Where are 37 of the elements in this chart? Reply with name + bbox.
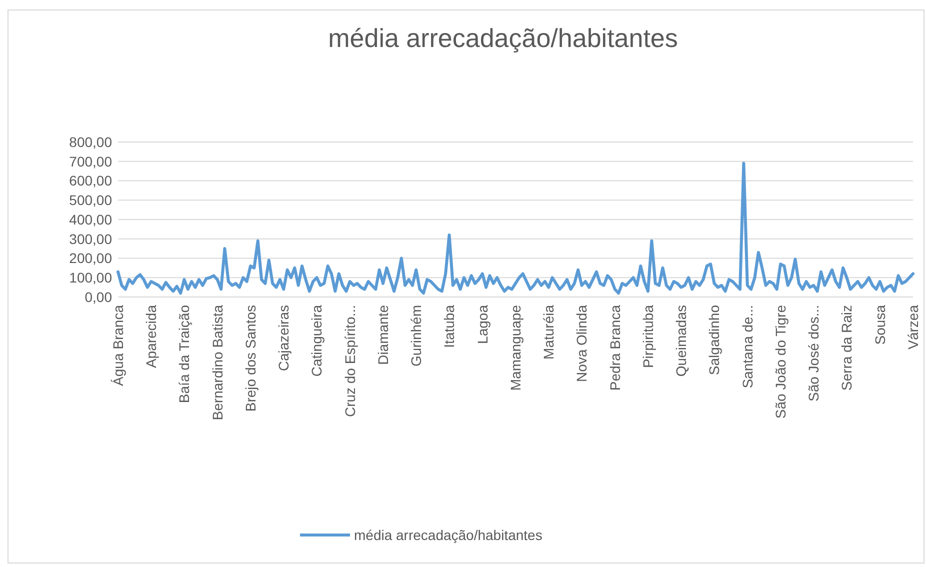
x-tick-label: Pedra Branca — [606, 304, 623, 391]
x-tick-label: Salgadinho — [706, 304, 722, 376]
x-tick-label: Diamante — [374, 304, 391, 365]
x-tick-label: Cruz do Espírito... — [342, 305, 358, 418]
y-tick-label: 0,00 — [84, 288, 112, 305]
y-tick-label: 500,00 — [69, 192, 112, 208]
x-tick-label: Serra da Raiz — [838, 305, 855, 391]
x-tick-label: Gurinhém — [408, 305, 424, 366]
y-tick-label: 600,00 — [69, 172, 112, 189]
x-tick-label: Catingueira — [308, 304, 325, 377]
y-tick-label: 700,00 — [69, 153, 112, 170]
x-tick-label: Nova Olinda — [574, 304, 590, 382]
y-tick-label: 200,00 — [69, 250, 112, 266]
x-tick-label: Lagoa — [474, 304, 490, 344]
y-tick-label: 300,00 — [69, 230, 112, 247]
x-tick-label: Mamanguape — [507, 304, 524, 391]
x-tick-label: Aparecida — [143, 304, 160, 368]
x-tick-label: Itatuba — [441, 304, 458, 348]
x-tick-label: Queimadas — [673, 305, 690, 377]
x-tick-label: São José dos... — [806, 305, 822, 402]
x-tick-label: Bernardino Batista — [209, 304, 226, 420]
legend-label: média arrecadação/habitantes — [354, 526, 542, 543]
line-series — [116, 162, 914, 295]
y-tick-label: 100,00 — [69, 270, 112, 286]
y-tick-label: 400,00 — [69, 211, 112, 228]
x-tick-label: Sousa — [872, 304, 888, 345]
y-tick-label: 800,00 — [69, 134, 112, 150]
x-tick-label: Brejo dos Santos — [242, 305, 258, 412]
x-tick-label: Maturéia — [540, 304, 557, 360]
x-tick-label: Santana de... — [739, 305, 756, 388]
chart-title: média arrecadação/habitantes — [328, 23, 678, 53]
x-tick-label: Água Branca — [110, 304, 126, 386]
x-tick-label: Baía da Traição — [176, 304, 192, 404]
x-tick-label: Várzea — [904, 304, 921, 350]
x-tick-label: Pirpirituba — [640, 304, 656, 368]
x-tick-label: São João do Tigre — [772, 304, 788, 419]
x-tick-label: Cajazeiras — [276, 305, 292, 372]
